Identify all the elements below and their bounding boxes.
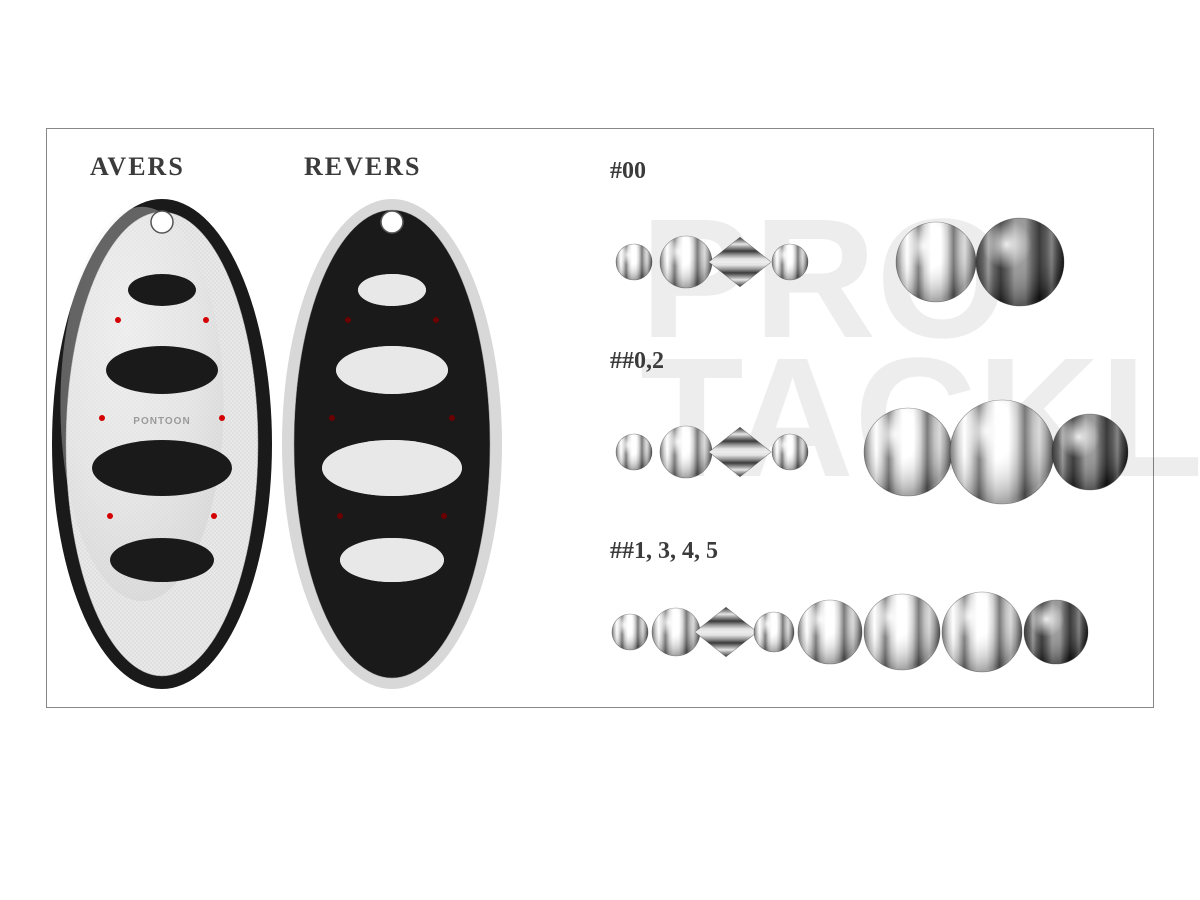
- size-label-0: #00: [610, 158, 646, 185]
- size-label-2: ##1, 3, 4, 5: [610, 538, 718, 565]
- beads-diagram: [0, 0, 1200, 900]
- size-label-1: ##0,2: [610, 348, 664, 375]
